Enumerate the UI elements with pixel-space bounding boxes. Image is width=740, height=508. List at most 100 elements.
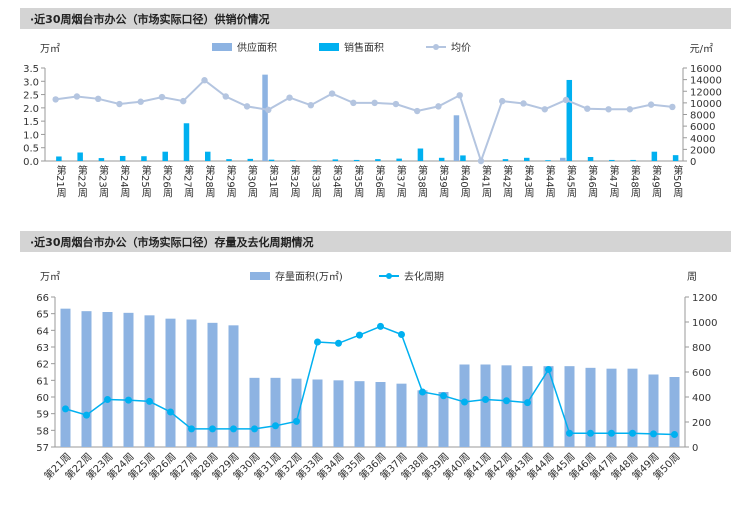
line-point: [482, 396, 489, 403]
bar-b: [247, 158, 254, 161]
bar-b: [290, 160, 296, 161]
bar-b: [630, 159, 636, 161]
bar-b: [205, 151, 211, 161]
bar-a: [480, 364, 491, 447]
line-point: [230, 425, 237, 433]
bar-b: [545, 160, 551, 161]
line-point: [545, 366, 552, 373]
y-tick-label-left: 61: [36, 376, 49, 387]
bar-b: [311, 160, 317, 161]
y-tick-label-left: 66: [36, 293, 49, 304]
chart1-title-bar: ·近30周烟台市办公（市场实际口径）供销价情况: [20, 8, 731, 29]
y-tick-label-right: 6000: [690, 122, 715, 133]
series-line: [55, 78, 673, 165]
line-point: [188, 425, 195, 433]
bar-a: [333, 380, 344, 447]
bar-a: [207, 322, 218, 447]
bar-a: [144, 315, 155, 447]
line-point: [243, 103, 251, 110]
line-point: [440, 392, 447, 400]
x-tick-label: 第33周: [309, 164, 321, 199]
x-tick-label: 第45周: [565, 164, 577, 199]
legend-label: 销售面积: [344, 41, 384, 54]
line-point: [251, 425, 258, 433]
line-point: [584, 105, 591, 112]
bar-b: [417, 148, 424, 161]
line-point: [180, 97, 187, 105]
bar-a: [60, 308, 71, 447]
line-point: [116, 100, 123, 108]
bar-b: [460, 155, 466, 161]
bar-b: [162, 151, 168, 161]
x-tick-label: 第50周: [671, 164, 683, 199]
line-point: [503, 397, 510, 405]
y-tick-label-left: 3.5: [23, 64, 39, 75]
x-tick-label: 第44周: [543, 164, 555, 199]
x-tick-label: 第30周: [246, 164, 258, 199]
y-tick-label-right: 12000: [690, 87, 722, 98]
line-point: [524, 399, 531, 407]
bar-b: [524, 157, 530, 161]
legend-swatch: [212, 43, 232, 51]
line-point: [158, 93, 166, 101]
x-tick-label: 第49周: [650, 164, 662, 199]
y-tick-label-left: 60: [36, 393, 49, 404]
legend-marker: [433, 44, 439, 50]
line-point: [73, 93, 81, 100]
y-tick-label-left: 0.0: [23, 157, 39, 168]
line-point: [222, 93, 229, 100]
bar-a: [522, 366, 533, 447]
line-point: [272, 422, 279, 430]
x-tick-label: 第48周: [628, 164, 640, 199]
line-point: [605, 106, 612, 113]
x-tick-label: 第36周: [373, 164, 385, 199]
bar-a: [585, 367, 596, 447]
legend-label: 供应面积: [237, 41, 277, 54]
bar-b: [502, 159, 509, 161]
line-point: [669, 103, 676, 111]
bar-a: [375, 382, 386, 447]
y-tick-label-right: 1000: [692, 318, 717, 329]
line-point: [608, 429, 615, 437]
line-point: [566, 429, 573, 437]
x-tick-label: 第41周: [479, 164, 491, 199]
bar-a: [186, 319, 197, 447]
line-point: [104, 396, 111, 403]
x-tick-label: 第32周: [288, 164, 300, 199]
chart2-title: ·近30周烟台市办公（市场实际口径）存量及去化周期情况: [30, 236, 314, 249]
x-tick-label: 第43周: [522, 164, 534, 199]
y-tick-label-left: 59: [36, 410, 49, 421]
y-tick-label-left: 1.5: [23, 117, 39, 128]
line-point: [562, 96, 570, 104]
y-axis-right-unit: 元/㎡: [690, 43, 713, 55]
y-tick-label-right: 4000: [690, 134, 715, 145]
y-tick-label-left: 64: [36, 326, 49, 337]
line-point: [499, 97, 506, 105]
bar-b: [609, 159, 615, 161]
bar-b: [396, 158, 402, 161]
y-tick-label-right: 800: [692, 343, 711, 354]
bar-a: [560, 157, 566, 161]
y-tick-label-left: 2.5: [23, 91, 39, 102]
bar-a: [228, 325, 239, 447]
bar-b: [332, 159, 339, 161]
bar-a: [438, 392, 449, 447]
line-point: [398, 331, 405, 338]
line-point: [671, 431, 678, 438]
bar-a: [270, 377, 281, 447]
line-point: [52, 96, 59, 103]
line-point: [137, 98, 144, 105]
line-point: [371, 99, 378, 107]
bar-a: [249, 377, 260, 447]
bar-a: [564, 366, 575, 447]
legend-swatch: [319, 43, 339, 51]
line-point: [201, 77, 208, 84]
line-point: [650, 430, 657, 438]
line-point: [392, 100, 400, 108]
y-tick-label-left: 3.0: [23, 77, 39, 88]
bar-b: [353, 159, 360, 161]
y-tick-label-right: 10000: [690, 99, 722, 110]
y-tick-label-right: 16000: [690, 64, 722, 75]
